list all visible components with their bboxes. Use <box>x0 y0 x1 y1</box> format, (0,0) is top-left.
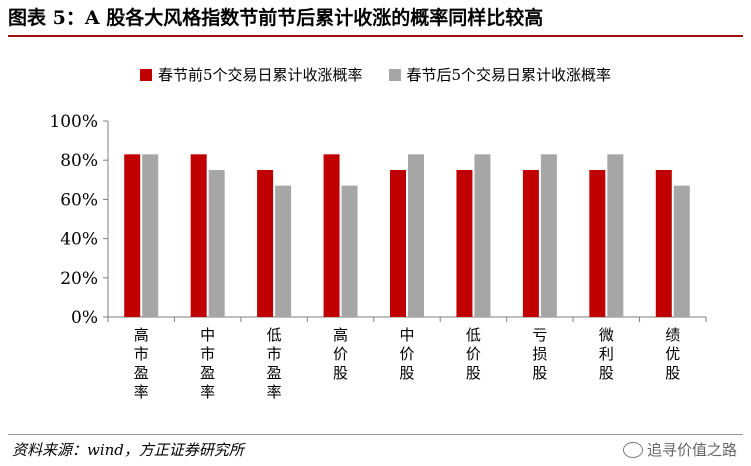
bar-before <box>522 170 539 317</box>
legend-label-after: 春节后5个交易日累计收涨概率 <box>406 66 612 84</box>
bar-before <box>257 170 274 317</box>
legend-swatch-after <box>388 68 401 81</box>
x-tick-label: 绩优股 <box>665 326 680 382</box>
bar-after <box>408 154 424 317</box>
bar-before <box>655 170 672 317</box>
bar-after <box>275 185 292 317</box>
watermark-text: 追寻价值之路 <box>646 441 737 459</box>
x-tick-label: 低价股 <box>466 326 481 382</box>
bar-after <box>208 170 225 317</box>
bar-before <box>124 154 141 317</box>
legend-item-before: 春节前5个交易日累计收涨概率 <box>139 64 363 85</box>
y-tick-label: 100% <box>49 112 98 132</box>
y-tick-label: 0% <box>71 308 98 328</box>
x-tick-label: 高市盈率 <box>134 326 149 401</box>
watermark: 追寻价值之路 <box>622 439 737 460</box>
title-rule <box>8 35 743 37</box>
bar-after <box>341 185 358 317</box>
bar-after <box>673 185 690 317</box>
x-tick-label: 中市盈率 <box>200 326 215 401</box>
y-tick-label: 60% <box>60 190 98 210</box>
bar-after <box>540 154 557 317</box>
bar-before <box>456 170 473 317</box>
bar-before <box>589 170 606 317</box>
bar-after <box>607 154 624 317</box>
x-tick-label: 低市盈率 <box>267 326 282 401</box>
wechat-icon <box>622 441 643 458</box>
x-tick-label: 高价股 <box>333 326 348 382</box>
chart-legend: 春节前5个交易日累计收涨概率 春节后5个交易日累计收涨概率 <box>0 64 751 85</box>
bar-after <box>474 154 491 317</box>
y-tick-label: 40% <box>60 230 98 250</box>
bar-before <box>190 154 207 317</box>
bar-before <box>323 154 340 317</box>
y-tick-label: 80% <box>60 151 98 171</box>
y-tick-label: 20% <box>60 269 98 289</box>
x-tick-label: 亏损股 <box>532 326 547 382</box>
x-tick-label: 微利股 <box>599 326 614 382</box>
source-note: 资料来源：wind，方正证券研究所 <box>12 441 244 459</box>
legend-item-after: 春节后5个交易日累计收涨概率 <box>388 64 612 85</box>
bar-after <box>142 154 159 317</box>
figure-title: 图表 5：A 股各大风格指数节前节后累计收涨的概率同样比较高 <box>8 7 544 29</box>
x-tick-label: 中价股 <box>399 326 414 382</box>
legend-swatch-before <box>139 68 152 81</box>
source-rule <box>8 434 743 435</box>
legend-label-before: 春节前5个交易日累计收涨概率 <box>157 66 363 84</box>
bar-before <box>390 170 406 317</box>
